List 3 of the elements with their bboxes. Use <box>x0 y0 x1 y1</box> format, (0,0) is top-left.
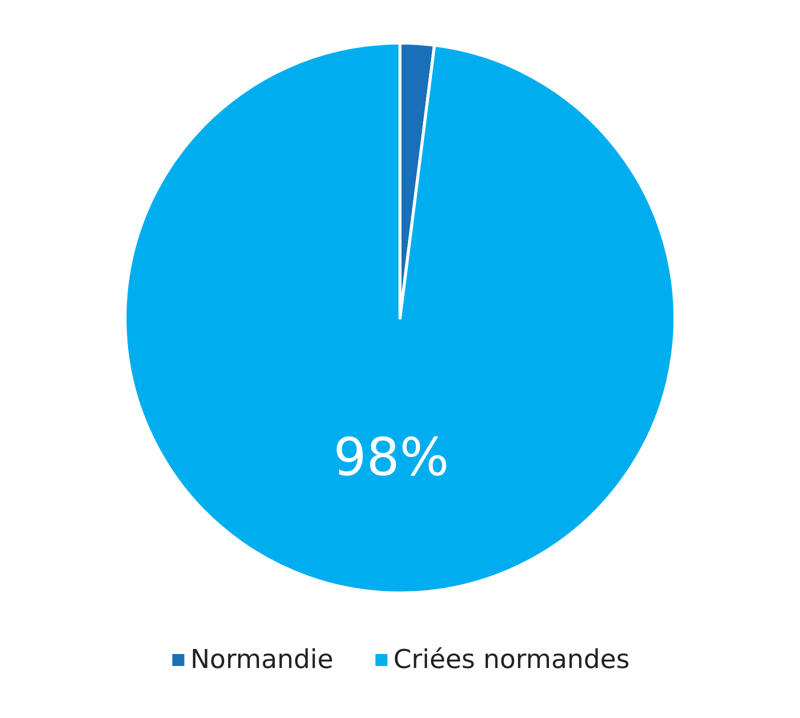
legend-label: Criées normandes <box>393 645 630 675</box>
data-label: 98% <box>333 428 449 488</box>
legend-label: Normandie <box>190 645 334 675</box>
